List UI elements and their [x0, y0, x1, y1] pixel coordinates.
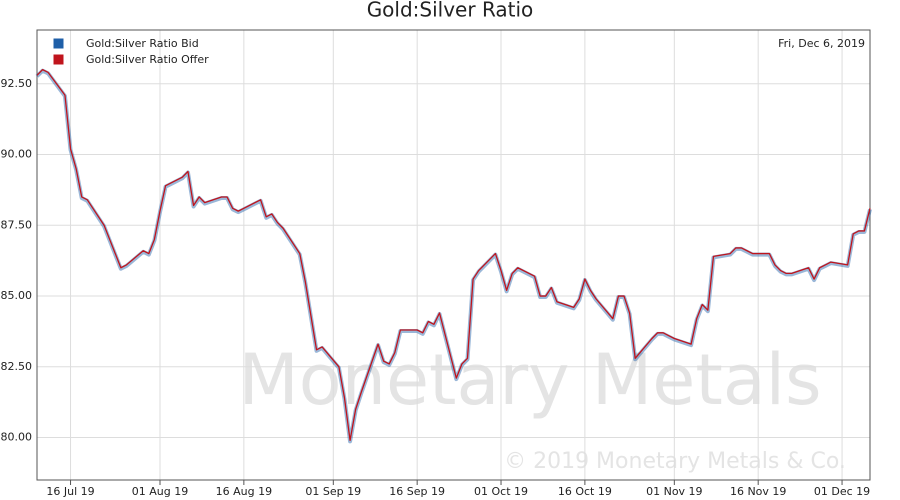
y-tick-label: 80.00 [1, 431, 33, 444]
legend-swatch [52, 37, 65, 50]
x-tick-label: 16 Sep 19 [389, 485, 445, 498]
y-tick-label: 87.50 [1, 218, 33, 231]
y-tick-label: 90.00 [1, 148, 33, 161]
x-tick-label: 01 Sep 19 [305, 485, 361, 498]
series-line [36, 68, 871, 442]
x-tick-label: 16 Jul 19 [46, 485, 94, 498]
y-tick-label: 85.00 [1, 289, 33, 302]
x-tick-label: 01 Aug 19 [132, 485, 188, 498]
chart-title: Gold:Silver Ratio [367, 0, 534, 22]
legend-swatch [52, 53, 65, 66]
y-tick-label: 92.50 [1, 77, 33, 90]
legend-label: Gold:Silver Ratio Offer [86, 53, 209, 66]
x-tick-label: 01 Nov 19 [646, 485, 702, 498]
x-tick-label: 01 Oct 19 [474, 485, 528, 498]
x-tick-label: 01 Dec 19 [814, 485, 870, 498]
y-tick-label: 82.50 [1, 360, 33, 373]
plot-frame [36, 29, 871, 481]
x-tick-label: 16 Aug 19 [216, 485, 272, 498]
watermark: Monetary Metals [238, 339, 821, 421]
x-tick-label: 16 Oct 19 [558, 485, 612, 498]
copyright: © 2019 Monetary Metals & Co. [504, 449, 846, 474]
x-tick-label: 16 Nov 19 [730, 485, 786, 498]
legend-label: Gold:Silver Ratio Bid [86, 37, 199, 50]
plot: 80.00 82.50 85.00 87.50 90.00 92.50 16 Jul 19 0… [1, 29, 872, 498]
date-label: Fri, Dec 6, 2019 [778, 37, 865, 50]
